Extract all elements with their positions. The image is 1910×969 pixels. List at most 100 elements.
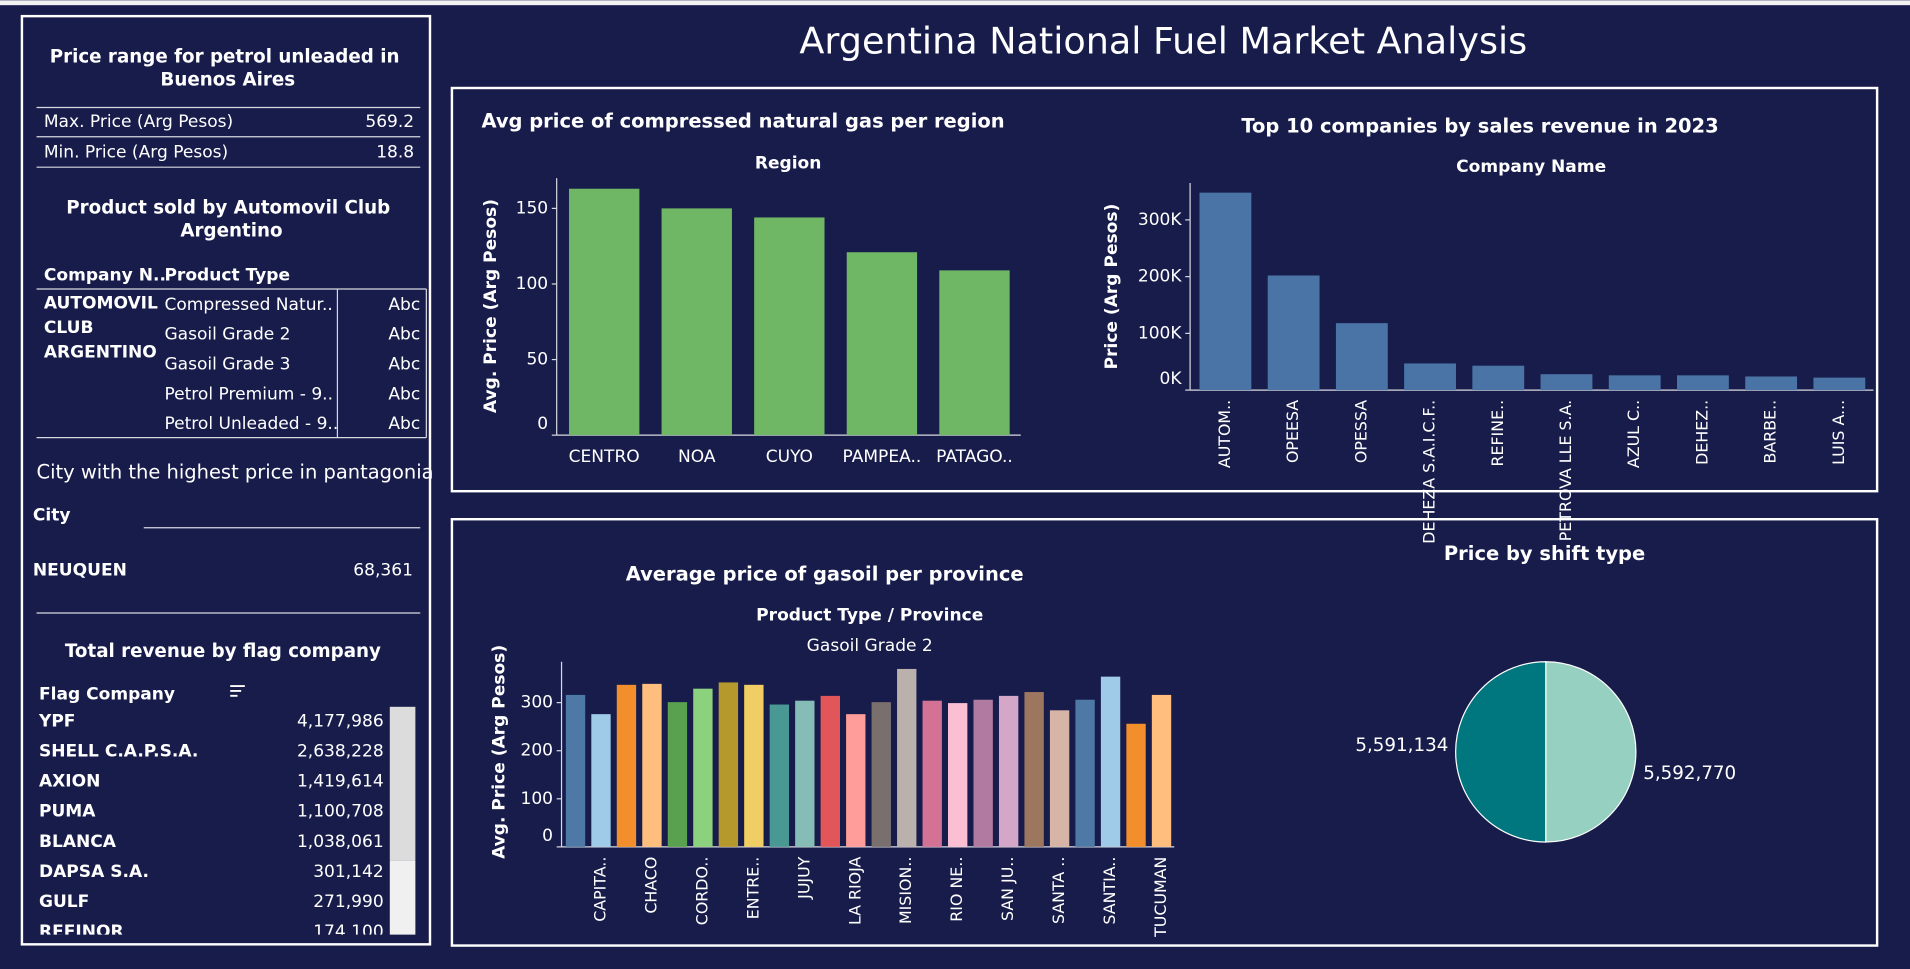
table-title: City with the highest price in pantagoni…: [37, 460, 434, 483]
table-title: Price range for petrol unleaded in Bueno…: [50, 47, 406, 91]
y-tick-label: 0: [542, 826, 553, 846]
bar: [871, 702, 891, 847]
x-tick-label: BARBE..: [1761, 400, 1780, 464]
product-type: Gasoil Grade 3: [164, 355, 290, 375]
row-value: 18.8: [376, 143, 414, 163]
x-tick-label: CORDO..: [692, 857, 711, 926]
x-tick-label: SANTA ..: [1049, 857, 1068, 924]
bottom-panel: [450, 517, 1879, 947]
x-tick-label: PETROVA LLE S.A.: [1556, 400, 1575, 541]
flag-revenue: 4,177,986: [297, 711, 384, 731]
product-mark: Abc: [388, 295, 420, 315]
x-tick-label: PATAGO..: [936, 447, 1013, 467]
y-tick-label: 150: [516, 198, 549, 218]
chart-title: Avg price of compressed natural gas per …: [481, 110, 1004, 133]
bar: [897, 668, 917, 847]
chart-subtitle: Gasoil Grade 2: [807, 636, 933, 656]
column-header: Company N..: [44, 266, 166, 286]
flag-name: REFINOR: [39, 922, 124, 942]
table-title: Total revenue by flag company: [65, 641, 381, 662]
flag-name: SHELL C.A.P.S.A.: [39, 742, 198, 762]
x-tick-label: REFINE..: [1488, 400, 1507, 467]
x-axis-label: Company Name: [1456, 157, 1606, 177]
bar: [1049, 710, 1070, 847]
flag-name: GULF: [39, 892, 89, 912]
x-tick-label: PAMPEA..: [843, 447, 922, 467]
bar: [642, 683, 662, 847]
y-axis-label: Avg. Price (Arg Pesos): [481, 199, 501, 413]
column-header: Flag Company: [39, 685, 175, 705]
flag-revenue: 271,990: [313, 892, 384, 912]
bar: [1745, 376, 1798, 391]
x-axis-label: Region: [755, 154, 822, 174]
column-header: Product Type: [164, 266, 290, 286]
flag-name: AXION: [39, 772, 100, 792]
row-value: 569.2: [365, 112, 414, 132]
x-tick-label: RIO NE..: [947, 857, 966, 922]
bar: [1075, 699, 1095, 847]
y-tick-label: 100: [520, 789, 553, 809]
y-tick-label: 0: [537, 414, 548, 434]
bar: [591, 714, 611, 847]
x-tick-label: AUTOM..: [1215, 400, 1234, 468]
product-mark: Abc: [388, 325, 420, 345]
bar: [565, 694, 586, 847]
pie-label: 5,592,770: [1643, 763, 1736, 784]
bar: [616, 684, 637, 847]
column-header: City: [33, 506, 71, 526]
bar: [795, 700, 815, 847]
sort-icon: [230, 685, 245, 697]
x-axis-label: Product Type / Province: [756, 605, 983, 625]
city-name: NEUQUEN: [33, 560, 127, 580]
x-tick-label: LA RIOJA: [845, 856, 864, 925]
bar: [1404, 363, 1456, 391]
bar: [948, 703, 968, 847]
flag-name: DAPSA S.A.: [39, 862, 149, 882]
pie-slice: [1545, 661, 1637, 843]
y-tick-label: 100: [516, 274, 549, 294]
bar: [1199, 192, 1252, 391]
bar: [667, 702, 688, 847]
x-tick-label: CAPITA..: [590, 857, 609, 922]
left-panel: [20, 14, 432, 946]
chart-title: Price by shift type: [1444, 542, 1645, 565]
row-label: Max. Price (Arg Pesos): [44, 112, 233, 132]
x-tick-label: LUIS A...: [1829, 400, 1848, 465]
pie-slice: [1455, 661, 1547, 843]
x-tick-label: ENTRE..: [743, 857, 762, 920]
x-tick-label: MISION..: [896, 857, 915, 924]
y-tick-label: 300: [520, 693, 553, 713]
x-tick-label: JUJUY: [794, 856, 813, 900]
company-name: AUTOMOVIL CLUB ARGENTINO: [44, 294, 164, 363]
bar: [1813, 377, 1866, 391]
x-tick-label: TUCUMAN: [1151, 857, 1170, 938]
y-tick-label: 100K: [1138, 323, 1183, 343]
y-axis-label: Avg. Price (Arg Pesos): [489, 645, 509, 859]
bar: [693, 688, 713, 847]
table-title: Product sold by Automovil Club Argentino: [66, 198, 396, 242]
y-tick-label: 300K: [1138, 210, 1183, 230]
bar: [939, 270, 1010, 436]
x-tick-label: NOA: [678, 447, 716, 467]
bar: [1126, 723, 1146, 847]
bar: [1608, 375, 1661, 391]
revenue-list: YPF 4,177,986 SHELL C.A.P.S.A. 2,638,228 AXI…: [38, 706, 416, 942]
x-tick-label: OPESSA: [1351, 400, 1370, 463]
x-tick-label: SANTIA..: [1100, 857, 1119, 925]
y-tick-label: 50: [526, 350, 548, 370]
scroll-track: [389, 860, 416, 935]
y-tick-label: 0K: [1160, 369, 1183, 389]
bar: [1267, 275, 1320, 391]
bar: [820, 695, 840, 847]
flag-revenue: 1,419,614: [297, 772, 384, 792]
bar: [1472, 365, 1525, 391]
flag-revenue: 1,100,708: [297, 802, 384, 822]
bar: [718, 682, 739, 847]
flag-revenue: 301,142: [313, 862, 384, 882]
bar: [744, 684, 764, 847]
bar: [1100, 676, 1121, 847]
scroll-track: [389, 706, 416, 861]
top-panel: [450, 86, 1879, 493]
bar: [846, 714, 866, 847]
